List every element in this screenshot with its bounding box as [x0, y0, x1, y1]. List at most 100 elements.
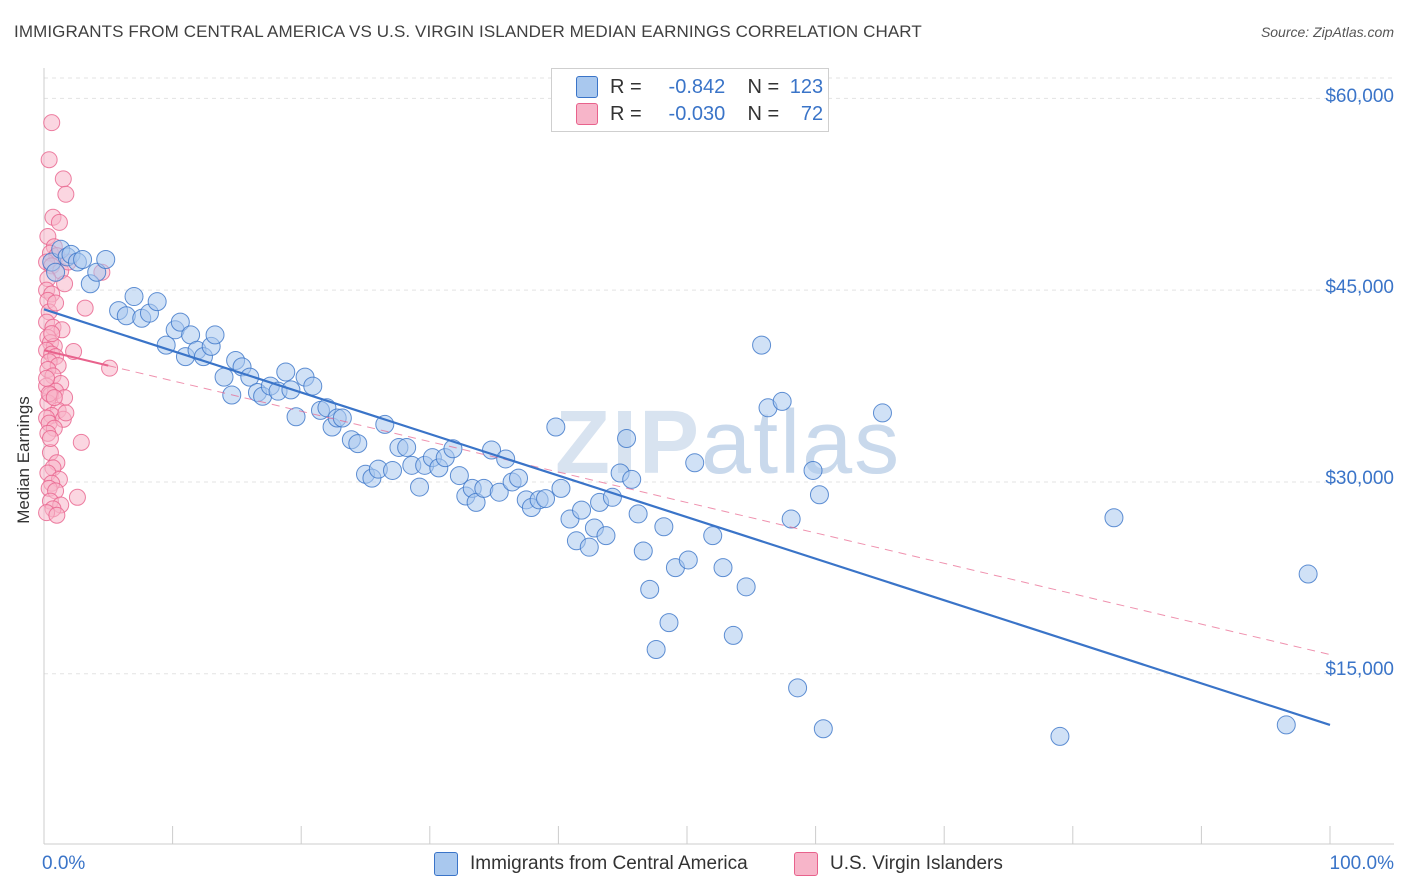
y-tick-label: $15,000	[1325, 659, 1394, 680]
point-central-america	[803, 460, 823, 480]
point-central-america	[872, 403, 892, 423]
point-central-america	[276, 362, 296, 382]
legend-r-value: -0.842	[668, 75, 726, 98]
point-virgin-islanders	[57, 404, 75, 422]
point-central-america	[546, 417, 566, 437]
point-central-america	[397, 437, 417, 457]
series-label-blue: Immigrants from Central America	[470, 853, 748, 874]
point-central-america	[383, 460, 403, 480]
point-virgin-islanders	[50, 213, 68, 231]
point-central-america	[73, 249, 93, 269]
point-central-america	[678, 550, 698, 570]
point-central-america	[628, 504, 648, 524]
point-virgin-islanders	[48, 506, 66, 524]
point-central-america	[703, 526, 723, 546]
point-central-america	[170, 312, 190, 332]
legend-r-label: R =	[610, 102, 642, 125]
legend-n-label: N =	[747, 102, 780, 125]
point-central-america	[205, 325, 225, 345]
series-legend-blue: Immigrants from Central America	[434, 852, 748, 876]
series-swatch-pink	[794, 852, 818, 876]
point-virgin-islanders	[72, 433, 90, 451]
point-central-america	[509, 468, 529, 488]
point-central-america	[579, 537, 599, 557]
point-virgin-islanders	[47, 294, 65, 312]
point-virgin-islanders	[101, 359, 119, 377]
point-central-america	[659, 613, 679, 633]
point-central-america	[654, 517, 674, 537]
point-virgin-islanders	[68, 488, 86, 506]
watermark-atlas: atlas	[701, 393, 902, 493]
point-virgin-islanders	[45, 389, 63, 407]
point-central-america	[809, 485, 829, 505]
point-central-america	[617, 428, 637, 448]
point-virgin-islanders	[40, 151, 58, 169]
point-central-america	[736, 577, 756, 597]
y-tick-label: $30,000	[1325, 468, 1394, 489]
point-central-america	[602, 487, 622, 507]
point-virgin-islanders	[54, 170, 72, 188]
point-central-america	[303, 376, 323, 396]
point-central-america	[124, 287, 144, 307]
point-central-america	[723, 625, 743, 645]
point-central-america	[286, 407, 306, 427]
point-central-america	[788, 678, 808, 698]
point-central-america	[1276, 715, 1296, 735]
series-legend-pink: U.S. Virgin Islanders	[794, 852, 1003, 876]
legend-r-label: R =	[610, 75, 642, 98]
legend-swatch-pink	[576, 103, 598, 125]
point-virgin-islanders	[38, 369, 56, 387]
legend-n-label: N =	[747, 75, 780, 98]
chart-title: IMMIGRANTS FROM CENTRAL AMERICA VS U.S. …	[14, 22, 922, 41]
point-virgin-islanders	[43, 325, 61, 343]
legend-row-pink: R = -0.030 N = 72	[576, 102, 823, 126]
point-central-america	[240, 367, 260, 387]
y-tick-label: $45,000	[1325, 277, 1394, 298]
point-central-america	[596, 526, 616, 546]
trend-line-extension-pink	[108, 365, 1331, 656]
point-central-america	[646, 639, 666, 659]
point-central-america	[1050, 726, 1070, 746]
trend-line-pink	[43, 349, 109, 367]
legend-swatch-blue	[576, 76, 598, 98]
point-central-america	[752, 335, 772, 355]
series-label-pink: U.S. Virgin Islanders	[830, 853, 1003, 874]
point-central-america	[449, 466, 469, 486]
point-central-america	[772, 391, 792, 411]
point-central-america	[332, 408, 352, 428]
point-central-america	[551, 478, 571, 498]
point-central-america	[685, 453, 705, 473]
series-swatch-blue	[434, 852, 458, 876]
series-legend: Immigrants from Central America U.S. Vir…	[0, 852, 1406, 878]
point-central-america	[96, 249, 116, 269]
point-virgin-islanders	[43, 114, 61, 132]
point-central-america	[214, 367, 234, 387]
point-virgin-islanders	[76, 299, 94, 317]
point-central-america	[489, 482, 509, 502]
point-central-america	[781, 509, 801, 529]
point-central-america	[410, 477, 430, 497]
point-central-america	[713, 558, 733, 578]
point-central-america	[622, 469, 642, 489]
point-central-america	[1298, 564, 1318, 584]
point-virgin-islanders	[41, 429, 59, 447]
x-tick-label-left: 0.0%	[42, 853, 86, 874]
point-central-america	[813, 719, 833, 739]
point-central-america	[147, 292, 167, 312]
point-central-america	[640, 579, 660, 599]
legend-row-blue: R = -0.842 N = 123	[576, 75, 823, 99]
point-central-america	[46, 262, 66, 282]
point-central-america	[572, 500, 592, 520]
point-central-america	[443, 439, 463, 459]
y-axis-label: Median Earnings	[14, 396, 33, 524]
point-central-america	[633, 541, 653, 561]
stats-legend: R = -0.842 N = 123 R = -0.030 N = 72	[551, 68, 829, 132]
x-tick-label-right: 100.0%	[1329, 853, 1394, 874]
source-credit: Source: ZipAtlas.com	[1260, 24, 1394, 40]
legend-n-value: 72	[800, 102, 824, 125]
point-central-america	[1104, 508, 1124, 528]
trend-line-blue	[43, 308, 1331, 726]
point-virgin-islanders	[57, 185, 75, 203]
point-central-america	[348, 434, 368, 454]
